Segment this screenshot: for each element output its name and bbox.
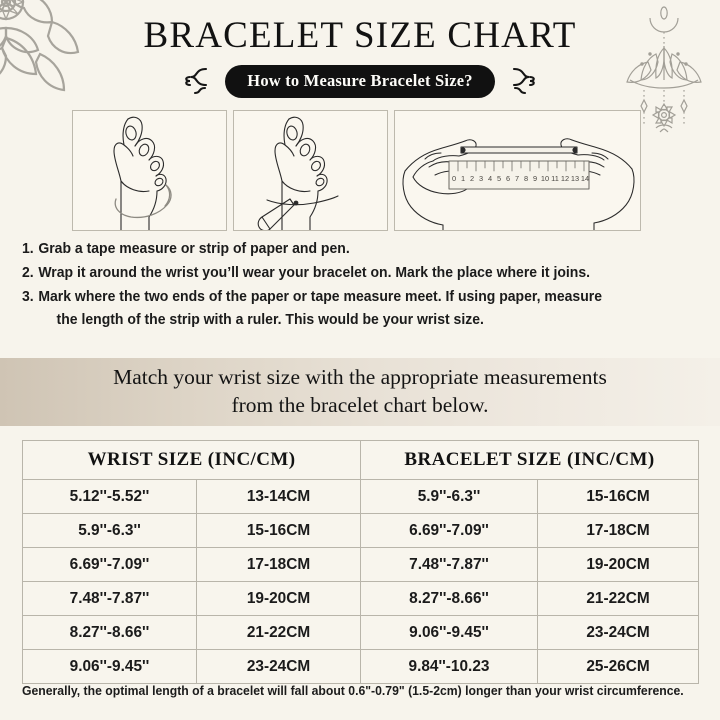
table-row: 5.12''-5.52'' 13-14CM 5.9''-6.3'' 15-16C… bbox=[22, 479, 699, 514]
table-row: 9.06''-9.45'' 23-24CM 9.84''-10.23 25-26… bbox=[22, 649, 699, 684]
page-title: BRACELET SIZE CHART bbox=[143, 15, 577, 56]
banner-line-2: from the bracelet chart below. bbox=[231, 393, 489, 417]
cell-bracelet-inch: 5.9''-6.3'' bbox=[360, 479, 538, 514]
svg-text:10: 10 bbox=[541, 174, 549, 183]
cell-bracelet-cm: 23-24CM bbox=[537, 615, 699, 650]
cell-bracelet-inch: 9.84''-10.23 bbox=[360, 649, 538, 684]
svg-text:1: 1 bbox=[461, 174, 465, 183]
step-number: 2. bbox=[22, 265, 34, 282]
svg-text:13: 13 bbox=[571, 174, 579, 183]
svg-text:14: 14 bbox=[581, 174, 589, 183]
step-text: Mark where the two ends of the paper or … bbox=[38, 286, 678, 332]
flourish-right-icon bbox=[512, 67, 535, 95]
cell-bracelet-inch: 6.69''-7.09'' bbox=[360, 513, 538, 548]
size-chart-table: WRIST SIZE (INC/CM) BRACELET SIZE (INC/C… bbox=[22, 440, 699, 684]
step-text-line2: the length of the strip with a ruler. Th… bbox=[56, 312, 484, 329]
subtitle-badge: How to Measure Bracelet Size? bbox=[225, 64, 495, 98]
table-row: 6.69''-7.09'' 17-18CM 7.48''-7.87'' 19-2… bbox=[22, 547, 699, 582]
step-number: 1. bbox=[22, 241, 34, 257]
svg-text:5: 5 bbox=[497, 174, 501, 183]
mandala-ornament bbox=[0, 0, 80, 92]
table-row: 5.9''-6.3'' 15-16CM 6.69''-7.09'' 17-18C… bbox=[22, 513, 699, 548]
cell-bracelet-inch: 8.27''-8.66'' bbox=[360, 581, 538, 616]
footer-note: Generally, the optimal length of a brace… bbox=[22, 684, 684, 698]
cell-wrist-inch: 9.06''-9.45'' bbox=[22, 649, 197, 684]
instruction-step: 2. Wrap it around the wrist you’ll wear … bbox=[22, 262, 679, 285]
column-header-wrist-size: WRIST SIZE (INC/CM) bbox=[22, 440, 361, 480]
step-number: 3. bbox=[22, 289, 34, 306]
instruction-step: 3. Mark where the two ends of the paper … bbox=[22, 286, 679, 332]
step-text: Wrap it around the wrist you’ll wear you… bbox=[38, 265, 591, 282]
cell-wrist-inch: 7.48''-7.87'' bbox=[22, 581, 197, 616]
table-body: 5.12''-5.52'' 13-14CM 5.9''-6.3'' 15-16C… bbox=[22, 479, 699, 684]
cell-wrist-inch: 5.9''-6.3'' bbox=[22, 513, 197, 548]
cell-wrist-inch: 8.27''-8.66'' bbox=[22, 615, 197, 650]
cell-wrist-cm: 23-24CM bbox=[196, 649, 361, 684]
svg-text:0: 0 bbox=[452, 174, 456, 183]
cell-wrist-cm: 21-22CM bbox=[196, 615, 361, 650]
cell-bracelet-inch: 9.06''-9.45'' bbox=[360, 615, 538, 650]
column-header-bracelet-size: BRACELET SIZE (INC/CM) bbox=[360, 440, 699, 480]
illustration-hand-marking-with-pen bbox=[233, 110, 388, 231]
svg-text:9: 9 bbox=[533, 174, 537, 183]
svg-text:4: 4 bbox=[488, 174, 492, 183]
svg-text:7: 7 bbox=[515, 174, 519, 183]
cell-wrist-cm: 19-20CM bbox=[196, 581, 361, 616]
instruction-list: 1. Grab a tape measure or strip of paper… bbox=[22, 238, 706, 333]
svg-text:3: 3 bbox=[479, 174, 483, 183]
cell-wrist-cm: 17-18CM bbox=[196, 547, 361, 582]
cell-bracelet-cm: 19-20CM bbox=[537, 547, 699, 582]
lotus-ornament bbox=[626, 6, 702, 133]
banner-line-1: Match your wrist size with the appropria… bbox=[113, 365, 607, 390]
cell-bracelet-cm: 25-26CM bbox=[537, 649, 699, 684]
svg-text:12: 12 bbox=[561, 174, 569, 183]
svg-text:6: 6 bbox=[506, 174, 510, 183]
cell-wrist-inch: 5.12''-5.52'' bbox=[22, 479, 197, 514]
subtitle-row: How to Measure Bracelet Size? bbox=[0, 64, 720, 98]
svg-text:11: 11 bbox=[551, 174, 559, 183]
cell-wrist-inch: 6.69''-7.09'' bbox=[22, 547, 197, 582]
illustration-hand-with-tape-measure bbox=[72, 110, 227, 231]
cell-bracelet-cm: 17-18CM bbox=[537, 513, 699, 548]
svg-text:2: 2 bbox=[470, 174, 474, 183]
table-row: 7.48''-7.87'' 19-20CM 8.27''-8.66'' 21-2… bbox=[22, 581, 699, 616]
table-header-row: WRIST SIZE (INC/CM) BRACELET SIZE (INC/C… bbox=[22, 440, 699, 480]
flourish-left-icon bbox=[185, 67, 208, 95]
step-text: Grab a tape measure or strip of paper an… bbox=[38, 241, 350, 257]
cell-wrist-cm: 15-16CM bbox=[196, 513, 361, 548]
cell-bracelet-cm: 21-22CM bbox=[537, 581, 699, 616]
step-text-line1: Mark where the two ends of the paper or … bbox=[38, 289, 603, 306]
instruction-step: 1. Grab a tape measure or strip of paper… bbox=[22, 238, 679, 261]
match-banner: Match your wrist size with the appropria… bbox=[0, 358, 720, 426]
table-row: 8.27''-8.66'' 21-22CM 9.06''-9.45'' 23-2… bbox=[22, 615, 699, 650]
cell-bracelet-inch: 7.48''-7.87'' bbox=[360, 547, 538, 582]
cell-wrist-cm: 13-14CM bbox=[196, 479, 361, 514]
svg-text:8: 8 bbox=[524, 174, 528, 183]
cell-bracelet-cm: 15-16CM bbox=[537, 479, 699, 514]
